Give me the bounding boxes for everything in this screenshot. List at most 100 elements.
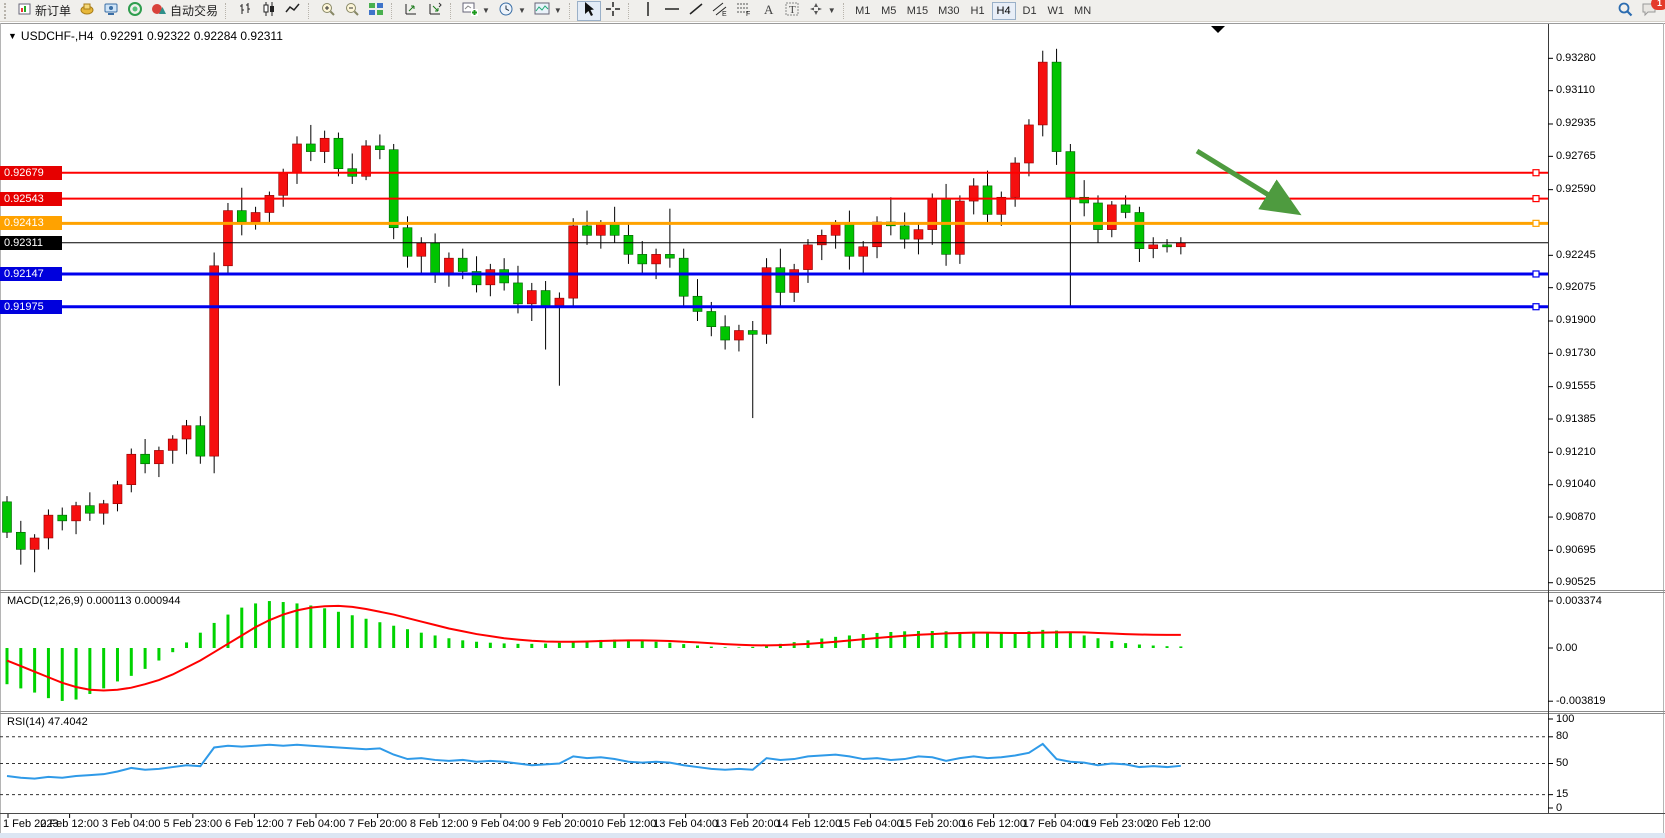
equidistant-channel-button[interactable]: E [708, 1, 732, 21]
text-label-button[interactable]: T [780, 1, 804, 21]
svg-text:A: A [764, 2, 774, 17]
time-label: 19 Feb 23:00 [1084, 818, 1150, 830]
chat-button[interactable]: 1 [1637, 0, 1665, 21]
indicator-list-button[interactable] [423, 1, 447, 21]
trendline-button[interactable] [684, 1, 708, 21]
price-tick-label: 0.90870 [1556, 510, 1596, 523]
candle-body [1176, 242, 1186, 248]
indicator-add-button[interactable] [399, 1, 423, 21]
timeframe-group: M1 M5 M15 M30 H1 H4 D1 W1 MN [851, 1, 1095, 20]
fibonacci-button[interactable]: F [732, 1, 756, 21]
zoom-in-icon [320, 1, 336, 20]
toolbar-separator [225, 2, 230, 19]
chart-title[interactable]: ▼ USDCHF-,H4 0.92291 0.92322 0.92284 0.92… [8, 29, 283, 43]
chevron-down-icon: ▼ [553, 6, 562, 15]
candlesticks-button[interactable] [257, 1, 281, 21]
hline-handle[interactable] [1532, 194, 1540, 203]
time-label: 15 Feb 04:00 [837, 818, 903, 830]
hline-handle[interactable] [1532, 270, 1540, 278]
hline-handle[interactable] [1532, 303, 1540, 311]
candle-body [982, 185, 993, 215]
new-order-button[interactable]: 新订单 [14, 1, 75, 21]
price-tick-label: 0.91040 [1556, 478, 1596, 491]
candle-body [844, 223, 855, 257]
vertical-line-button[interactable] [636, 1, 660, 21]
time-label: 10 Feb 12:00 [591, 818, 657, 830]
candle-body [361, 145, 371, 177]
candle-body [789, 269, 799, 293]
time-label: 8 Feb 12:00 [409, 818, 469, 830]
signals-button[interactable] [123, 1, 147, 21]
candle-body [665, 254, 675, 259]
price-tick-label: 0.91555 [1556, 380, 1596, 393]
timeframe-button-d1[interactable]: D1 [1018, 2, 1042, 20]
zoom-out-button[interactable] [340, 1, 364, 21]
templates-dropdown[interactable]: ▼ [530, 1, 566, 21]
hline-handle[interactable] [1532, 219, 1540, 227]
fibonacci-icon: F [736, 1, 752, 20]
indicator-list-icon [427, 1, 443, 20]
trend-arrow[interactable] [1195, 148, 1302, 216]
candle-body [540, 290, 551, 307]
candle-body [112, 484, 123, 505]
tile-windows-button[interactable] [364, 1, 388, 21]
timeframe-button-w1[interactable]: W1 [1044, 2, 1069, 20]
candle-body [2, 501, 12, 533]
timeframe-button-m5[interactable]: M5 [877, 2, 901, 20]
candle-body [706, 311, 717, 328]
candle-body [1010, 162, 1020, 198]
timeframe-button-mn[interactable]: MN [1070, 2, 1095, 20]
macd-indicator-label: MACD(12,26,9) 0.000113 0.000944 [7, 595, 181, 607]
candle-body [1065, 151, 1076, 198]
timeframe-button-h4[interactable]: H4 [991, 1, 1016, 20]
candle-body [692, 295, 703, 312]
line-chart-button[interactable] [281, 1, 305, 21]
timeframe-button-m15[interactable]: M15 [903, 2, 932, 20]
notification-badge: 1 [1651, 0, 1665, 10]
search-button[interactable] [1613, 1, 1637, 21]
candle-body [457, 257, 468, 272]
candle-body [1134, 212, 1145, 249]
candle-body [375, 145, 385, 150]
bar-chart-button[interactable] [233, 1, 257, 21]
timeframe-button-m30[interactable]: M30 [934, 2, 963, 20]
time-label: 9 Feb 20:00 [533, 818, 592, 830]
candle-body [278, 172, 289, 196]
search-icon [1617, 1, 1633, 20]
candle-body [126, 453, 137, 485]
time-label: 15 Feb 20:00 [899, 818, 965, 830]
toolbar-separator [450, 2, 455, 19]
horizontal-line-button[interactable] [660, 1, 684, 21]
period-dropdown[interactable]: ▼ [494, 1, 530, 21]
line-price-label: 0.92679 [0, 165, 62, 180]
equidistant-channel-icon: E [712, 1, 728, 20]
timeframe-button-h1[interactable]: H1 [966, 2, 990, 20]
timeframe-button-m1[interactable]: M1 [851, 2, 875, 20]
hline-handle[interactable] [1532, 169, 1540, 177]
candle-body [181, 425, 192, 440]
indicator-add-icon [403, 1, 419, 20]
seal-button[interactable] [75, 1, 99, 21]
auto-trading-button[interactable]: 自动交易 [147, 1, 222, 21]
macd-tick-label: -0.003819 [1556, 694, 1606, 707]
toolbar-grip[interactable] [4, 2, 10, 19]
zoom-in-button[interactable] [316, 1, 340, 21]
candle-body [734, 330, 744, 341]
tile-windows-icon [368, 1, 384, 20]
arrows-dropdown[interactable]: ▼ [804, 1, 840, 21]
chevron-down-icon: ▼ [517, 6, 526, 15]
rsi-tick-label: 100 [1556, 712, 1575, 725]
new-chart-dropdown[interactable]: ▼ [458, 1, 494, 21]
period-clock-icon [498, 1, 514, 20]
text-button[interactable]: A [756, 1, 780, 21]
toolbar-separator [391, 2, 396, 19]
cursor-button[interactable] [576, 0, 601, 21]
crosshair-icon [605, 1, 621, 20]
svg-text:F: F [746, 11, 750, 17]
line-price-label: 0.92311 [0, 235, 62, 250]
crosshair-button[interactable] [601, 1, 625, 21]
publisher-button[interactable] [99, 1, 123, 21]
top-marker-triangle[interactable] [1211, 26, 1225, 33]
candle-body [16, 531, 26, 550]
